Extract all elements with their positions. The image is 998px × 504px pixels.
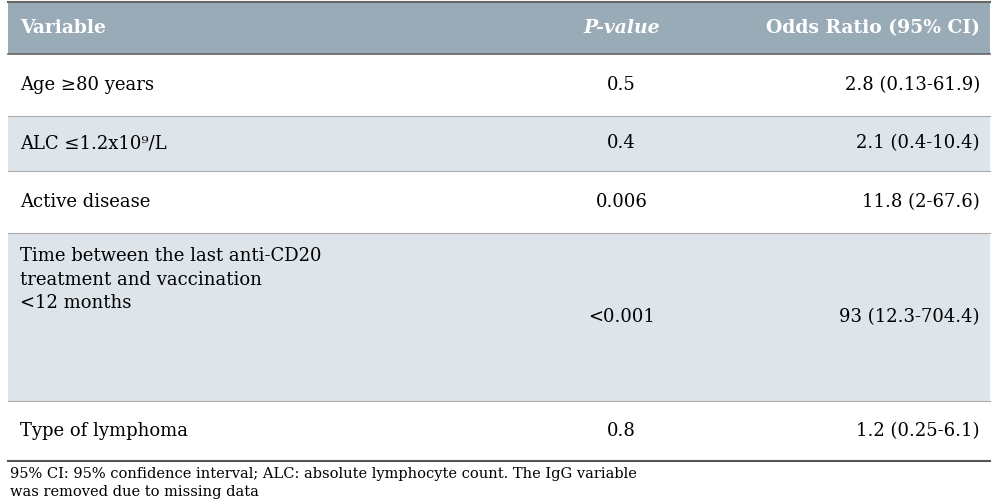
Text: Age ≥80 years: Age ≥80 years bbox=[20, 76, 154, 94]
Text: P-value: P-value bbox=[584, 19, 660, 37]
Bar bbox=[8, 233, 990, 401]
Bar bbox=[8, 401, 990, 461]
Text: ALC ≤1.2x10⁹/L: ALC ≤1.2x10⁹/L bbox=[20, 135, 167, 153]
Text: 0.8: 0.8 bbox=[608, 422, 636, 440]
Text: 0.006: 0.006 bbox=[596, 193, 648, 211]
Text: Type of lymphoma: Type of lymphoma bbox=[20, 422, 188, 440]
Text: 2.8 (0.13-61.9): 2.8 (0.13-61.9) bbox=[844, 76, 980, 94]
Text: 11.8 (2-67.6): 11.8 (2-67.6) bbox=[862, 193, 980, 211]
Text: Variable: Variable bbox=[20, 19, 106, 37]
Text: 2.1 (0.4-10.4): 2.1 (0.4-10.4) bbox=[856, 135, 980, 153]
Text: 95% CI: 95% confidence interval; ALC: absolute lymphocyte count. The IgG variabl: 95% CI: 95% confidence interval; ALC: ab… bbox=[10, 467, 637, 499]
Text: 1.2 (0.25-6.1): 1.2 (0.25-6.1) bbox=[856, 422, 980, 440]
Text: 0.4: 0.4 bbox=[608, 135, 636, 153]
Bar bbox=[8, 2, 990, 54]
Bar bbox=[8, 54, 990, 116]
Text: <0.001: <0.001 bbox=[588, 308, 656, 326]
Text: 93 (12.3-704.4): 93 (12.3-704.4) bbox=[839, 308, 980, 326]
Text: 0.5: 0.5 bbox=[608, 76, 636, 94]
Text: Odds Ratio (95% CI): Odds Ratio (95% CI) bbox=[766, 19, 980, 37]
Bar bbox=[8, 116, 990, 171]
Bar bbox=[8, 171, 990, 233]
Text: Time between the last anti-CD20
treatment and vaccination
<12 months: Time between the last anti-CD20 treatmen… bbox=[20, 247, 321, 312]
Text: Active disease: Active disease bbox=[20, 193, 151, 211]
